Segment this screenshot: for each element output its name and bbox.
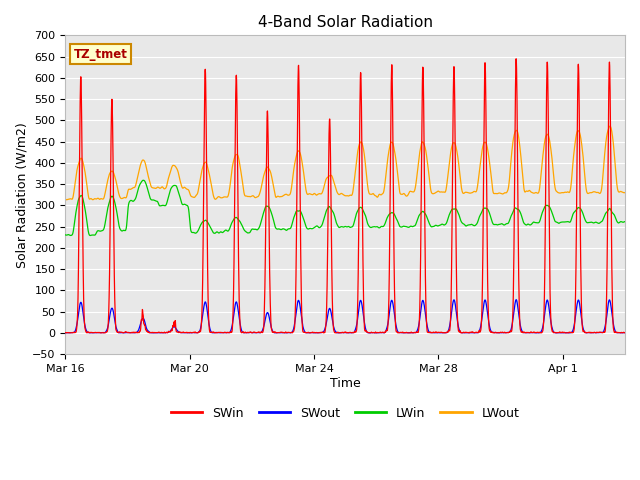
Title: 4-Band Solar Radiation: 4-Band Solar Radiation <box>258 15 433 30</box>
X-axis label: Time: Time <box>330 377 360 390</box>
Legend: SWin, SWout, LWin, LWout: SWin, SWout, LWin, LWout <box>166 402 525 425</box>
Y-axis label: Solar Radiation (W/m2): Solar Radiation (W/m2) <box>15 122 28 267</box>
Text: TZ_tmet: TZ_tmet <box>74 48 127 60</box>
